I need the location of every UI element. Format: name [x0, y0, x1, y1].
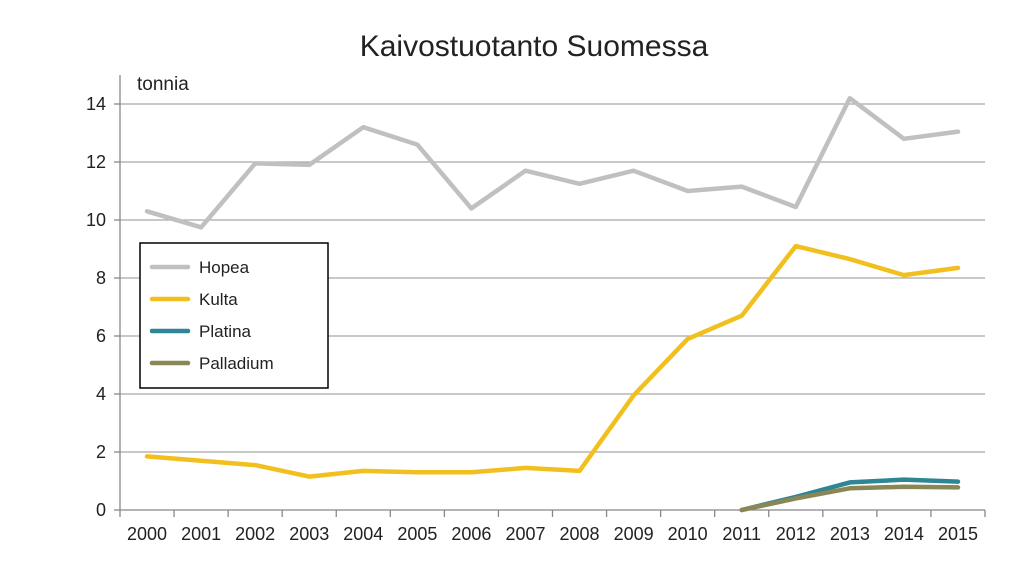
x-tick-label: 2011 [722, 524, 761, 544]
y-tick-label: 0 [96, 500, 106, 520]
y-tick-label: 8 [96, 268, 106, 288]
series-lines [144, 95, 961, 513]
series-line-hopea [144, 95, 961, 230]
x-tick-label: 2010 [668, 524, 708, 544]
series-line-platina [739, 477, 961, 513]
x-tick-label: 2015 [938, 524, 978, 544]
y-tick-label: 10 [86, 210, 106, 230]
x-tick-label: 2006 [451, 524, 491, 544]
x-tick-label: 2007 [505, 524, 545, 544]
series-line-palladium [739, 484, 961, 513]
x-tick-label: 2000 [127, 524, 167, 544]
chart-title: Kaivostuotanto Suomessa [360, 30, 709, 63]
x-tick-label: 2004 [343, 524, 383, 544]
x-tick-label: 2001 [181, 524, 221, 544]
y-axis-unit-label: tonnia [137, 74, 189, 95]
x-tick-label: 2013 [830, 524, 870, 544]
x-tick-label: 2002 [235, 524, 275, 544]
x-tick-label: 2003 [289, 524, 329, 544]
legend-label-hopea: Hopea [199, 258, 250, 277]
y-tick-label: 2 [96, 442, 106, 462]
y-tick-label: 6 [96, 326, 106, 346]
x-tick-label: 2012 [776, 524, 816, 544]
legend: Hopea Kulta Platina Palladium [139, 242, 329, 389]
y-tick-label: 4 [96, 384, 106, 404]
y-tick-label: 12 [86, 152, 106, 172]
series-line-kulta [144, 243, 961, 479]
legend-label-kulta: Kulta [199, 290, 238, 309]
x-tick-label: 2014 [884, 524, 924, 544]
legend-label-palladium: Palladium [199, 354, 274, 373]
y-axis-ticks: 0 2 4 6 8 10 12 14 [86, 94, 120, 520]
legend-label-platina: Platina [199, 322, 252, 341]
x-axis-ticks: 2000 2001 2002 2003 2004 2005 2006 2007 2008 2009… [119, 510, 986, 544]
x-tick-label: 2005 [397, 524, 437, 544]
x-tick-label: 2008 [560, 524, 600, 544]
y-tick-label: 14 [86, 94, 106, 114]
x-tick-label: 2009 [614, 524, 654, 544]
